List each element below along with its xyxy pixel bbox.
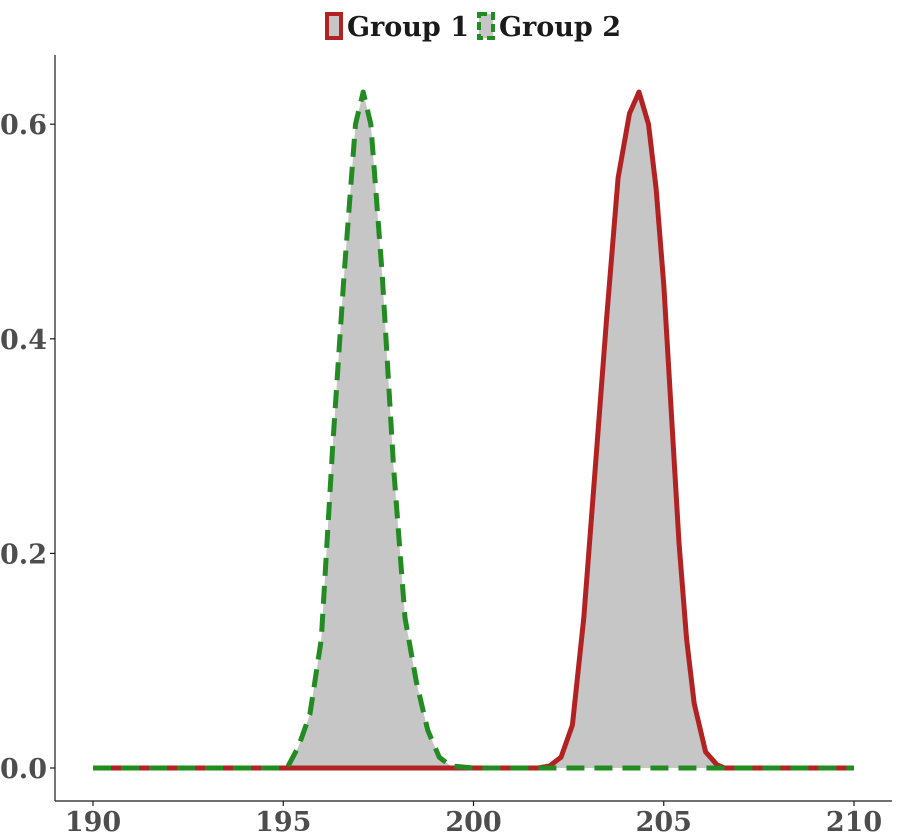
y-axis-ticks: 0.0 0.2 0.4 0.6 xyxy=(0,110,55,785)
x-tick-label: 190 xyxy=(65,807,121,838)
x-tick-label: 195 xyxy=(255,807,311,838)
y-tick-label: 0.2 xyxy=(0,539,47,570)
legend-label-group-1: Group 1 xyxy=(347,12,469,43)
y-tick-label: 0.6 xyxy=(0,110,47,141)
legend: Group 1 Group 2 xyxy=(325,12,621,43)
density-lines xyxy=(93,89,854,771)
line-group-1 xyxy=(93,89,854,771)
area-group-1 xyxy=(93,92,854,768)
line-group-2 xyxy=(93,89,854,771)
x-tick-label: 205 xyxy=(636,807,692,838)
density-areas xyxy=(93,92,854,768)
x-tick-label: 210 xyxy=(826,807,882,838)
legend-key-group-1 xyxy=(325,12,343,40)
y-tick-label: 0.0 xyxy=(0,754,47,785)
y-tick-label: 0.4 xyxy=(0,325,47,356)
x-axis-ticks: 190 195 200 205 210 xyxy=(65,801,882,838)
legend-key-group-2 xyxy=(477,12,495,40)
legend-label-group-2: Group 2 xyxy=(499,12,621,43)
x-tick-label: 200 xyxy=(445,807,501,838)
area-group-2 xyxy=(93,92,854,768)
